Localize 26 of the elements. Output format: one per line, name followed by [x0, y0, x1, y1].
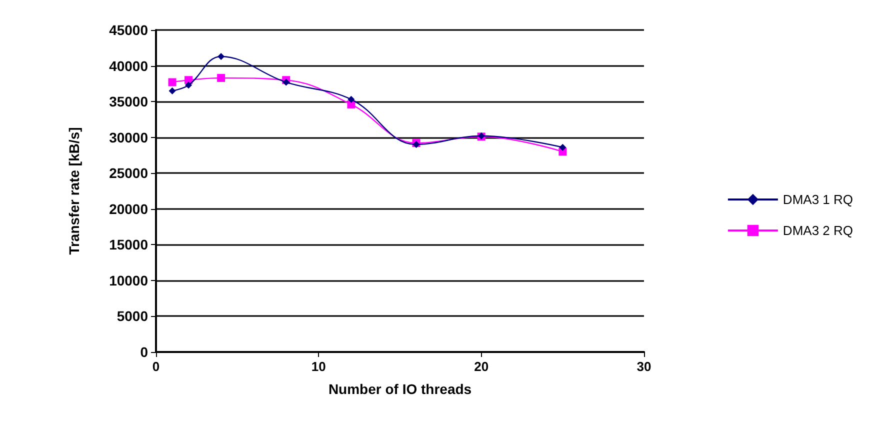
x-tick-label: 10: [311, 359, 326, 374]
x-tick-label: 0: [152, 359, 160, 374]
y-tick-label: 30000: [109, 129, 148, 146]
y-tick-label: 10000: [109, 272, 148, 288]
x-axis-title: Number of IO threads: [328, 381, 472, 397]
point: [218, 52, 225, 60]
legend-label: DMA3 1 RQ: [782, 192, 854, 207]
y-tick-label: 45000: [109, 22, 148, 38]
y-axis-title: Transfer rate [kB/s]: [66, 127, 82, 255]
y-tick-label: 25000: [109, 165, 148, 182]
y-tick-label: 40000: [109, 58, 148, 74]
y-tick-label: 5000: [116, 308, 148, 324]
y-tick-label: 0: [140, 344, 148, 360]
point: [168, 78, 176, 86]
y-tick-label: 20000: [109, 200, 148, 217]
y-tick-label: 15000: [109, 236, 148, 253]
x-tick-label: 30: [636, 359, 652, 374]
point: [282, 78, 290, 86]
point: [348, 96, 355, 103]
point: [168, 87, 176, 94]
point: [185, 82, 192, 89]
x-tick-label: 20: [474, 359, 489, 374]
point: [559, 144, 566, 151]
point: [217, 74, 226, 82]
y-tick-label: 35000: [109, 94, 148, 110]
legend-label: DMA3 2 RQ: [782, 223, 854, 238]
